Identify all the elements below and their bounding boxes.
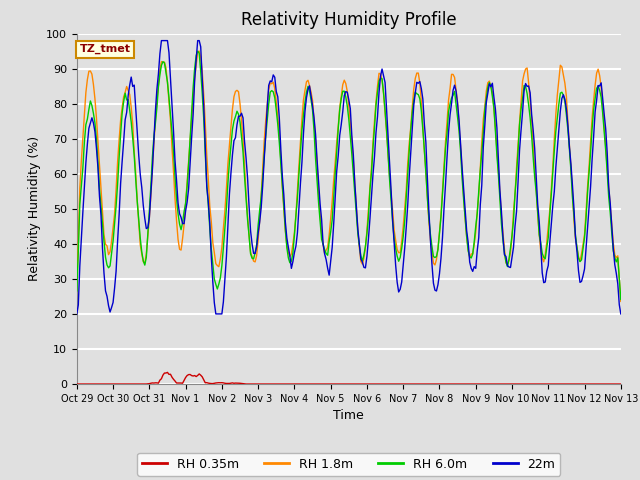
- Legend: RH 0.35m, RH 1.8m, RH 6.0m, 22m: RH 0.35m, RH 1.8m, RH 6.0m, 22m: [137, 453, 561, 476]
- X-axis label: Time: Time: [333, 409, 364, 422]
- Y-axis label: Relativity Humidity (%): Relativity Humidity (%): [28, 136, 40, 281]
- Text: TZ_tmet: TZ_tmet: [79, 44, 131, 54]
- Title: Relativity Humidity Profile: Relativity Humidity Profile: [241, 11, 456, 29]
